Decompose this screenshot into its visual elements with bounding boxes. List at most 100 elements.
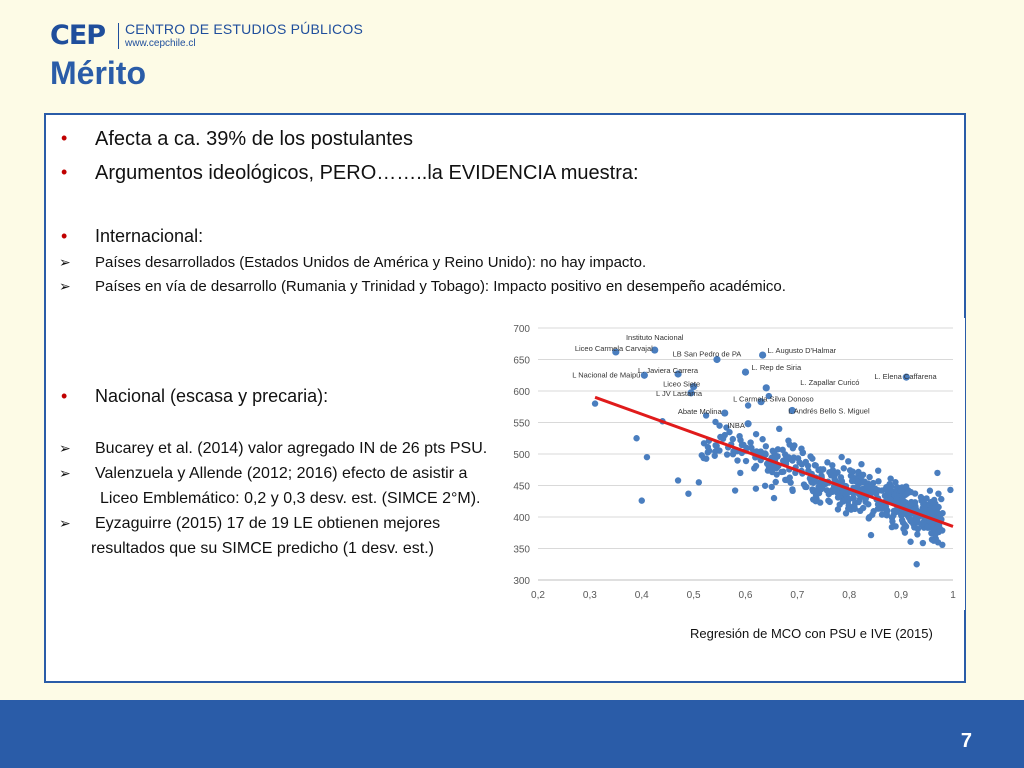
point-label: L. Elena Caffarena	[874, 372, 937, 381]
y-tick-label: 700	[513, 324, 530, 335]
scatter-point	[909, 500, 917, 507]
scatter-point	[742, 457, 750, 465]
scatter-point	[926, 487, 934, 494]
scatter-point	[931, 531, 939, 538]
y-tick-label: 300	[513, 576, 530, 587]
point-label: L. Rep de Siria	[752, 363, 802, 372]
sub-desarrollados: ➢ Países desarrollados (Estados Unidos d…	[59, 254, 647, 271]
sub-text: Países en vía de desarrollo (Rumania y T…	[95, 278, 786, 295]
scatter-point	[786, 441, 793, 448]
scatter-point	[817, 467, 825, 475]
scatter-point	[855, 468, 862, 476]
scatter-point	[887, 475, 894, 482]
labeled-point	[713, 355, 721, 364]
scatter-point	[935, 490, 942, 497]
scatter-point	[780, 468, 787, 475]
point-label: Instituto Nacional	[626, 333, 684, 342]
point-label: Liceo Carmela Carvajal	[575, 344, 653, 353]
scatter-point	[874, 501, 882, 508]
scatter-point	[674, 477, 682, 484]
chart-background	[500, 318, 965, 610]
bullet-nacional: • Nacional (escasa y precaria):	[61, 386, 329, 407]
sub-eyzaguirre-cont: resultados que su SIMCE predicho (1 desv…	[91, 540, 434, 557]
scatter-point	[716, 422, 723, 429]
scatter-point	[591, 400, 599, 407]
sub-valenzuela: ➢ Valenzuela y Allende (2012; 2016) efec…	[59, 465, 468, 483]
sub-text: Eyzaguirre (2015) 17 de 19 LE obtienen m…	[95, 515, 441, 532]
scatter-point	[776, 425, 783, 432]
sub-text: Países desarrollados (Estados Unidos de …	[95, 254, 647, 271]
logo-separator	[118, 23, 119, 49]
x-tick-label: 0,9	[894, 590, 908, 601]
scatter-point	[703, 455, 710, 462]
scatter-point	[802, 483, 809, 491]
sub-eyzaguirre: ➢ Eyzaguirre (2015) 17 de 19 LE obtienen…	[59, 515, 441, 533]
scatter-point	[899, 496, 906, 503]
scatter-point	[685, 490, 692, 497]
labeled-point	[640, 371, 648, 379]
scatter-point	[866, 473, 873, 481]
scatter-point	[842, 490, 849, 497]
labeled-point	[687, 389, 695, 397]
point-label: LB San Pedro de PA	[673, 350, 742, 359]
sub-en-desarrollo: ➢ Países en vía de desarrollo (Rumania y…	[59, 278, 786, 295]
labeled-point	[902, 373, 910, 381]
scatter-point	[729, 435, 737, 443]
scatter-point	[849, 468, 857, 475]
scatter-point	[813, 487, 821, 494]
scatter-point	[939, 541, 946, 549]
point-label: L JV Lastarria	[656, 389, 703, 398]
scatter-point	[824, 459, 831, 466]
scatter-point	[845, 505, 852, 512]
labeled-point	[744, 420, 752, 428]
scatter-point	[783, 454, 790, 462]
scatter-point	[874, 467, 882, 474]
scatter-point	[897, 487, 905, 494]
y-tick-label: 350	[513, 545, 530, 556]
scatter-point	[811, 478, 819, 485]
scatter-point	[712, 442, 719, 449]
scatter-point	[920, 518, 927, 526]
arrow-icon: ➢	[59, 515, 71, 531]
y-tick-label: 400	[513, 513, 530, 524]
bullet-text: Nacional (escasa y precaria):	[95, 386, 329, 406]
scatter-point	[768, 483, 775, 491]
bullet-argumentos: • Argumentos ideológicos, PERO……..la EVI…	[61, 162, 639, 185]
scatter-point	[721, 431, 728, 439]
scatter-point	[730, 448, 737, 455]
scatter-point	[855, 498, 862, 506]
scatter-point	[918, 497, 925, 504]
scatter-point	[771, 449, 778, 457]
scatter-chart: 300 350 400 450 500 550 600 650 700 0,2 0,3 0,4 0,5 0…	[500, 318, 965, 610]
x-tick-label: 0,3	[583, 590, 597, 601]
scatter-point	[927, 522, 935, 530]
arrow-icon: ➢	[59, 465, 71, 481]
labeled-point	[721, 409, 729, 417]
bullet-dot: •	[61, 386, 68, 406]
scatter-point	[898, 511, 905, 519]
scatter-point	[752, 430, 760, 438]
labeled-point	[690, 382, 698, 391]
scatter-point	[858, 473, 865, 480]
scatter-point	[734, 457, 741, 464]
scatter-point	[638, 497, 645, 504]
labeled-point	[788, 406, 796, 415]
scatter-point	[875, 487, 882, 494]
scatter-point	[914, 525, 922, 533]
scatter-point	[770, 494, 778, 502]
scatter-point	[731, 487, 739, 494]
scatter-point	[930, 537, 937, 544]
arrow-icon: ➢	[59, 278, 71, 294]
x-tick-label: 0,6	[739, 590, 753, 601]
chart-caption: Regresión de MCO con PSU e IVE (2015)	[690, 626, 933, 641]
bullet-text: Afecta a ca. 39% de los postulantes	[95, 128, 413, 150]
labeled-point	[741, 368, 750, 376]
scatter-point	[913, 561, 920, 568]
scatter-point	[938, 495, 945, 503]
x-tick-label: 0,7	[790, 590, 804, 601]
point-label: Abate Molina	[678, 407, 723, 416]
sub-text: Valenzuela y Allende (2012; 2016) efecto…	[95, 465, 468, 482]
scatter-point	[892, 478, 899, 486]
x-tick-label: 0,4	[635, 590, 649, 601]
scatter-point	[762, 443, 770, 450]
